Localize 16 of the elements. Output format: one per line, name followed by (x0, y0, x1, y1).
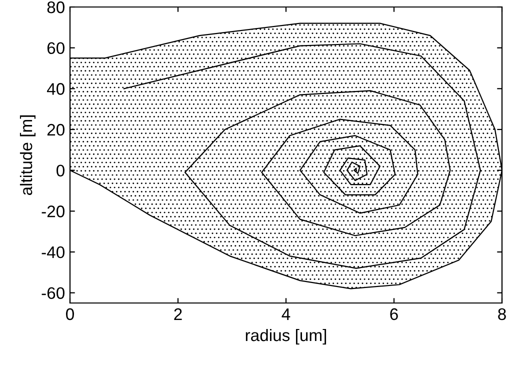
x-tick-label: 2 (174, 308, 182, 320)
y-tick-label: 0 (56, 164, 64, 177)
line-series (123, 43, 481, 269)
x-tick-label: 0 (66, 308, 74, 320)
y-tick-label: -60 (42, 287, 64, 299)
y-axis-title: altitude [m] (20, 115, 36, 196)
x-tick-label: 4 (282, 308, 290, 320)
y-tick-label: 60 (47, 42, 64, 54)
y-tick-label: -40 (42, 246, 64, 258)
y-tick-label: -20 (42, 206, 64, 218)
y-tick-label: 20 (47, 124, 64, 136)
x-tick-label: 6 (390, 308, 398, 320)
y-tick-label: 40 (46, 83, 64, 95)
x-tick-label: 8 (498, 308, 506, 320)
y-tick-label: 80 (47, 1, 64, 14)
x-axis-title: radius [um] (246, 328, 326, 344)
